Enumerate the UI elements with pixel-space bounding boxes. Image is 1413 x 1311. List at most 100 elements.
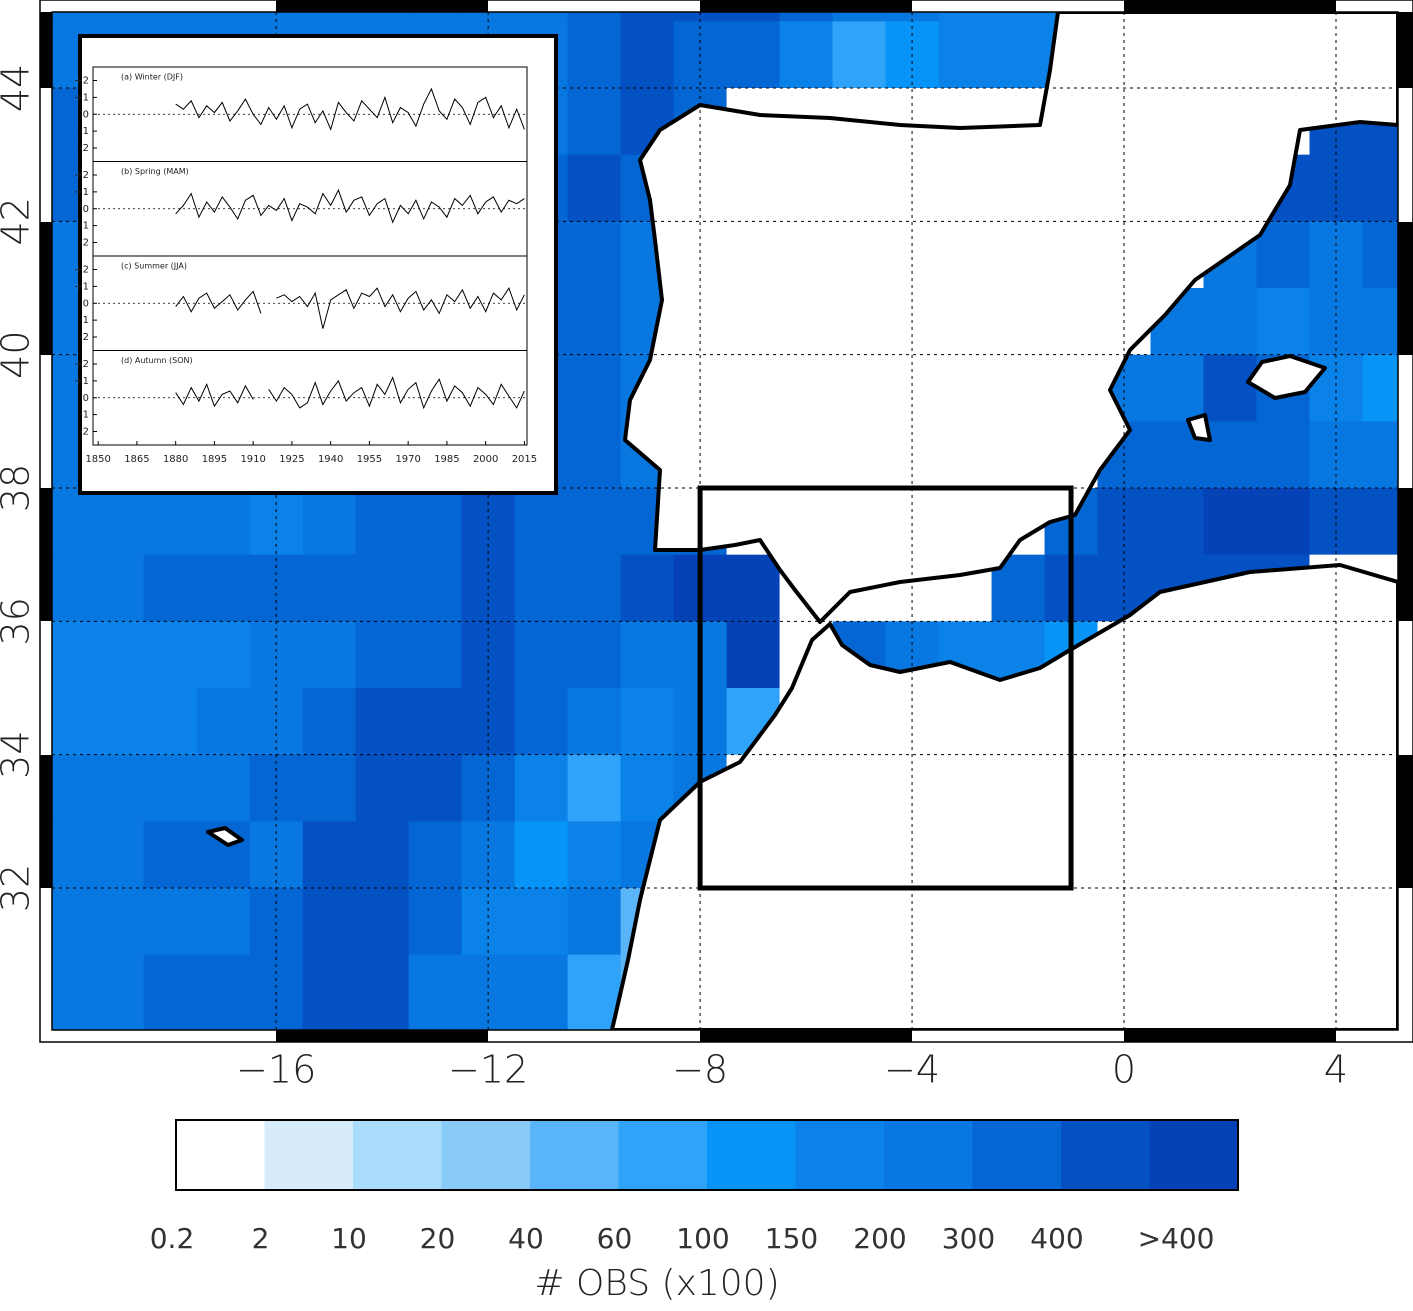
cell — [52, 888, 92, 956]
cell — [302, 688, 357, 756]
colorbar-label: 60 — [597, 1222, 633, 1255]
inset-y-tick-label: 0 — [83, 298, 89, 309]
inset-y-tick-label: +2 — [74, 265, 89, 276]
cell — [408, 888, 463, 956]
inset-y-tick-label: +2 — [74, 76, 89, 87]
cell — [90, 554, 145, 622]
inset-y-tick-label: +1 — [74, 92, 89, 103]
inset-x-tick-label: 2015 — [512, 454, 537, 465]
cell — [726, 21, 781, 89]
colorbar: 0.2 2 10 20 40 60 100 150 200 300 400 >400 — [150, 1119, 1239, 1255]
frame-bar — [1124, 0, 1336, 12]
cell — [1256, 421, 1311, 489]
frame-bar — [1398, 12, 1413, 88]
inset-y-tick-label: +2 — [74, 170, 89, 181]
inset-x-tick-label: 1880 — [163, 454, 188, 465]
cell — [196, 954, 251, 1022]
colorbar-label: 400 — [1030, 1222, 1083, 1255]
anomaly-line — [175, 87, 525, 131]
inset-y-tick-label: -1 — [79, 126, 89, 137]
cell — [832, 12, 887, 22]
cell — [196, 1021, 251, 1030]
colorbar-swatch — [264, 1120, 354, 1190]
cell — [408, 688, 463, 756]
cell — [991, 12, 1046, 22]
cell — [302, 1021, 357, 1030]
frame-bar — [1398, 222, 1413, 355]
cell — [1362, 1021, 1398, 1030]
cell — [620, 21, 675, 89]
cell — [143, 488, 198, 556]
colorbar-label: 200 — [853, 1222, 906, 1255]
cell — [196, 688, 251, 756]
cell — [302, 621, 357, 689]
cell — [302, 554, 357, 622]
cell — [514, 554, 569, 622]
inset-x-tick-label: 1910 — [240, 454, 265, 465]
frame-bar — [40, 755, 52, 888]
cell — [90, 688, 145, 756]
inset-x-tick-label: 1970 — [395, 454, 420, 465]
cell — [1256, 288, 1311, 356]
cell — [991, 21, 1046, 89]
cell — [355, 1021, 410, 1030]
cell — [408, 554, 463, 622]
cell — [1203, 488, 1258, 556]
cell — [52, 688, 92, 756]
cell — [52, 1021, 92, 1030]
cell — [1203, 288, 1258, 356]
cell — [1150, 354, 1205, 422]
cell — [143, 954, 198, 1022]
inset-y-tick-label: -2 — [79, 427, 89, 438]
cell — [302, 754, 357, 822]
cell — [52, 12, 92, 22]
cell — [90, 821, 145, 889]
cell — [302, 954, 357, 1022]
inset-frame — [78, 34, 558, 495]
x-tick-label: −16 — [236, 1048, 316, 1092]
inset-x-tick-label: 1850 — [85, 454, 110, 465]
cell — [567, 21, 622, 89]
inset-y-tick-label: -1 — [79, 221, 89, 232]
inset-y-tick-label: -2 — [79, 143, 89, 154]
cell — [408, 621, 463, 689]
inset-y-tick-label: +1 — [74, 376, 89, 387]
inset-x-tick-label: 1940 — [318, 454, 343, 465]
cell — [302, 888, 357, 956]
y-tick-label: 32 — [0, 864, 38, 912]
cell — [355, 554, 410, 622]
cell — [567, 154, 622, 222]
anomaly-line — [175, 376, 525, 410]
inset-y-tick-label: +2 — [74, 359, 89, 370]
frame-bar — [276, 0, 488, 12]
cell — [567, 288, 622, 356]
panel-title: (c) Summer (JJA) — [121, 262, 187, 271]
cell — [1256, 488, 1311, 556]
cell — [461, 12, 516, 22]
cell — [567, 954, 622, 1022]
cell — [1362, 421, 1398, 489]
cell — [355, 688, 410, 756]
inset-x-tick-label: 1955 — [357, 454, 382, 465]
cell — [726, 12, 781, 22]
frame-bar — [700, 0, 912, 12]
cell — [567, 1021, 622, 1030]
cell — [779, 21, 834, 89]
colorbar-swatch — [441, 1120, 531, 1190]
cell — [567, 354, 622, 422]
x-tick-label: −8 — [672, 1048, 728, 1092]
cell — [196, 488, 251, 556]
inset-y-tick-label: +1 — [74, 187, 89, 198]
cell — [514, 888, 569, 956]
cell — [143, 821, 198, 889]
x-tick-label: 4 — [1324, 1048, 1348, 1092]
panel-title: (b) Spring (MAM) — [121, 167, 189, 176]
madeira — [206, 826, 244, 847]
colorbar-swatch — [972, 1120, 1062, 1190]
cell — [355, 488, 410, 556]
cell — [408, 488, 463, 556]
frame-bar — [40, 12, 52, 88]
cell — [1362, 154, 1398, 222]
cell — [355, 821, 410, 889]
